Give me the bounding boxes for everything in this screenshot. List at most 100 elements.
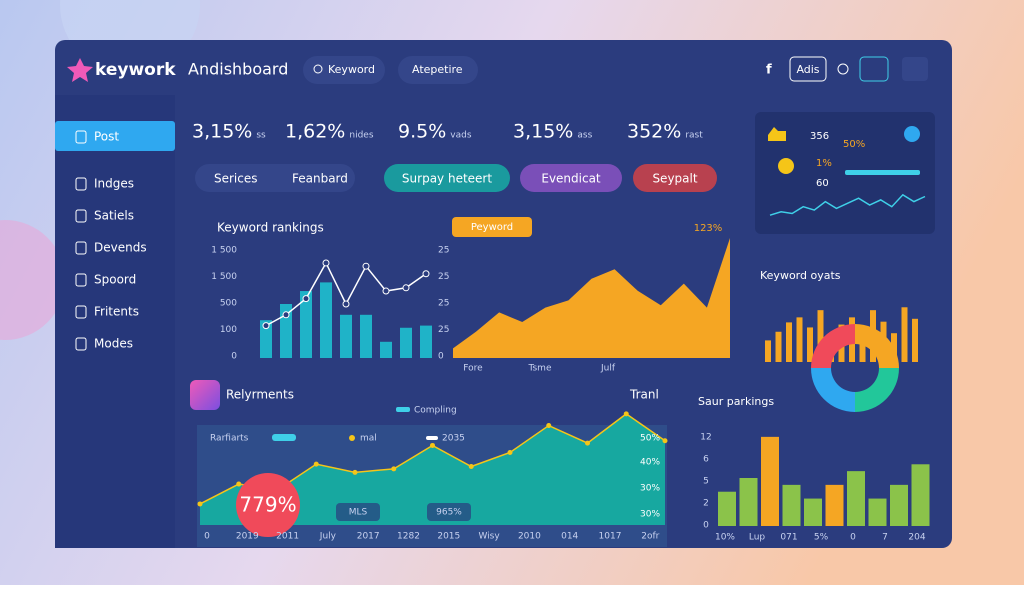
area: [453, 238, 730, 358]
icon-button[interactable]: [859, 56, 889, 82]
line-point: [197, 501, 203, 507]
active-nav[interactable]: [55, 121, 175, 151]
pill-text: Evendicat: [541, 172, 601, 186]
nav-item[interactable]: Satiels: [94, 209, 134, 223]
stat-label: ss: [256, 131, 266, 141]
x-label: 10%: [715, 533, 735, 543]
line-point: [585, 440, 590, 446]
bar: [782, 484, 801, 526]
pill[interactable]: [520, 164, 622, 192]
x-label: 204: [908, 533, 925, 543]
line-point: [313, 461, 319, 467]
bar: [340, 314, 352, 358]
chart-title: Saur parkings: [698, 395, 774, 408]
nav-item[interactable]: Spoord: [94, 273, 136, 287]
logo: [67, 58, 93, 82]
y-label: 1 500: [211, 246, 237, 256]
x-label: Fore: [463, 364, 483, 374]
y-label: 12: [700, 433, 711, 443]
side-title: Tranl: [629, 388, 659, 402]
line-point: [282, 311, 290, 319]
line-point: [342, 300, 350, 308]
line-point: [262, 322, 270, 330]
stat-label: rast: [685, 131, 703, 141]
x-label: 0: [850, 533, 856, 543]
y-label: 40%: [640, 458, 660, 468]
x-label: 1282: [397, 532, 420, 542]
y-label: 0: [231, 352, 237, 362]
nav-item[interactable]: Post: [94, 130, 119, 144]
legend-text: Compling: [414, 406, 457, 416]
line-point: [422, 270, 430, 278]
y2-label: 25: [438, 272, 449, 282]
donut-segment: [855, 324, 899, 368]
nav-item[interactable]: Indges: [94, 177, 134, 191]
ads-button[interactable]: [789, 56, 827, 82]
bar: [360, 314, 372, 358]
search-box[interactable]: [303, 56, 385, 84]
y2-label: 25: [438, 299, 449, 309]
y-label: 2: [703, 499, 709, 509]
panel-header: mal: [360, 434, 377, 444]
nav-icon: [75, 337, 87, 351]
x-label: 7: [882, 533, 888, 543]
bar: [825, 484, 844, 526]
thumb: [768, 127, 786, 141]
mini-text: 60: [816, 178, 829, 189]
nav-item[interactable]: Fritents: [94, 305, 139, 319]
icon[interactable]: [837, 63, 849, 75]
tag: [452, 217, 532, 237]
bar: [859, 328, 866, 362]
chip: [272, 434, 296, 441]
bar: [804, 498, 822, 526]
search-icon: [313, 64, 323, 74]
tab[interactable]: [398, 56, 478, 84]
pill[interactable]: [633, 164, 717, 192]
nav-icon: [75, 177, 87, 191]
line-point: [322, 259, 330, 267]
line-point: [468, 464, 474, 469]
nav-item[interactable]: Devends: [94, 241, 147, 255]
x-label: 2ofr: [641, 532, 659, 542]
line-point: [391, 466, 397, 472]
panel-header: 2035: [442, 434, 465, 444]
line-point: [302, 295, 310, 303]
chart-title: Relyrments: [226, 388, 294, 402]
nav-icon: [75, 241, 87, 255]
pill-text: Feanbard: [292, 172, 348, 186]
icon-button[interactable]: [902, 57, 928, 81]
bar: [868, 498, 887, 526]
avatar: [190, 380, 220, 410]
donut-segment: [855, 368, 899, 412]
stat-label: nides: [349, 131, 373, 141]
stat-value: 1,62%: [285, 121, 345, 143]
bar: [912, 318, 918, 362]
line-point: [236, 481, 242, 487]
line-point: [382, 287, 390, 295]
line-point: [352, 469, 358, 475]
bar: [807, 327, 813, 362]
bar: [400, 327, 412, 358]
nav-item[interactable]: Modes: [94, 337, 133, 351]
y-label: 5: [703, 477, 709, 487]
facebook-icon[interactable]: f: [766, 63, 772, 78]
x-label: 1017: [599, 532, 622, 542]
dot: [349, 435, 355, 441]
coin: [778, 158, 794, 174]
x-label: 2010: [518, 532, 541, 542]
bar: [847, 471, 865, 526]
peak-label: 123%: [694, 223, 723, 234]
y-label: 100: [220, 325, 237, 335]
badge-text: 779%: [239, 493, 296, 517]
tab-text: Atepetire: [412, 63, 463, 76]
tag: [427, 503, 471, 521]
mini-text: 1%: [816, 158, 832, 169]
decor: [0, 220, 65, 340]
nav-icon: [75, 273, 87, 287]
pill[interactable]: [384, 164, 510, 192]
pill[interactable]: [195, 164, 355, 192]
bar: [761, 436, 779, 526]
chart-title: Keyword rankings: [217, 221, 324, 235]
sidebar: [55, 95, 175, 548]
donut-segment: [811, 324, 855, 368]
